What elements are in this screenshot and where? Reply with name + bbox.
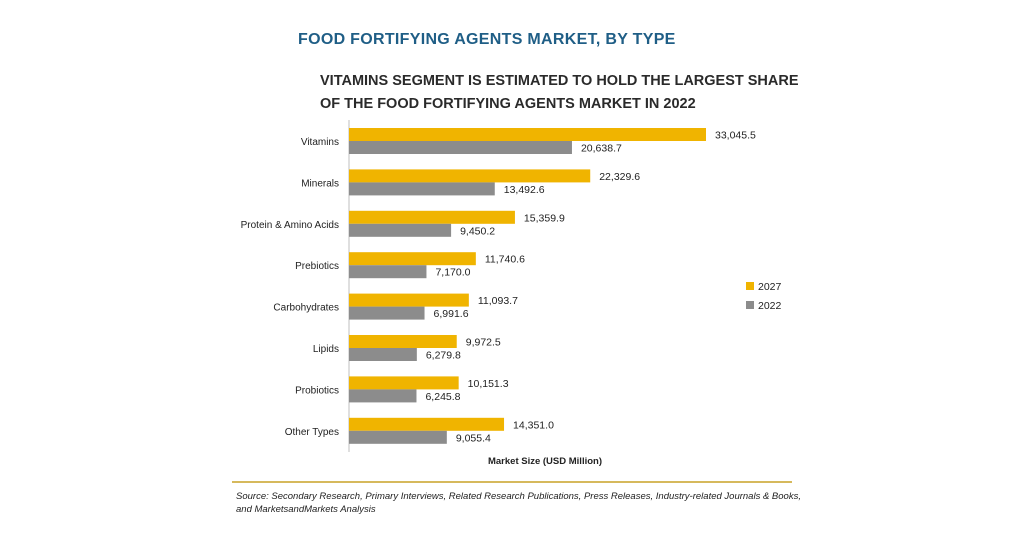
data-label-2022-probiotics: 6,245.8 <box>425 391 460 403</box>
data-label-2027-probiotics: 10,151.3 <box>468 378 509 390</box>
data-label-2027-lipids: 9,972.5 <box>466 337 501 349</box>
legend-swatch-2022 <box>746 301 754 309</box>
bar-2022-prebiotics <box>349 265 427 279</box>
bar-2022-carbohydrates <box>349 306 425 320</box>
data-label-2022-lipids: 6,279.8 <box>426 350 461 362</box>
bar-2027-minerals <box>349 169 591 183</box>
data-label-2022-carbohydrates: 6,991.6 <box>434 308 469 320</box>
data-label-2027-minerals: 22,329.6 <box>599 171 640 183</box>
legend-label-2022: 2022 <box>758 300 782 312</box>
bar-2027-probiotics <box>349 376 459 390</box>
legend-label-2027: 2027 <box>758 281 782 293</box>
data-label-2022-vitamins: 20,638.7 <box>581 143 622 155</box>
bar-2022-lipids <box>349 348 417 361</box>
category-label-prebiotics: Prebiotics <box>295 261 339 272</box>
x-axis-label: Market Size (USD Million) <box>488 456 602 467</box>
bar-2022-probiotics <box>349 389 417 403</box>
bar-2022-minerals <box>349 182 495 196</box>
category-label-vitamins: Vitamins <box>301 137 339 148</box>
data-label-2027-carbohydrates: 11,093.7 <box>478 295 518 307</box>
bar-2027-protein-amino-acids <box>349 210 515 224</box>
data-label-2022-prebiotics: 7,170.0 <box>435 267 470 279</box>
chart-subtitle: VITAMINS SEGMENT IS ESTIMATED TO HOLD TH… <box>320 73 799 112</box>
bar-2027-carbohydrates <box>349 293 469 307</box>
data-label-2027-prebiotics: 11,740.6 <box>485 254 525 266</box>
data-label-2022-protein-amino-acids: 9,450.2 <box>460 225 495 237</box>
bar-2022-other-types <box>349 430 447 444</box>
category-label-protein-amino-acids: Protein & Amino Acids <box>241 220 339 231</box>
legend-swatch-2027 <box>746 282 754 290</box>
bar-2027-vitamins <box>349 128 706 141</box>
category-label-carbohydrates: Carbohydrates <box>273 303 339 314</box>
bar-2022-protein-amino-acids <box>349 223 452 237</box>
bar-2027-prebiotics <box>349 252 476 266</box>
bar-2022-vitamins <box>349 141 572 154</box>
category-label-lipids: Lipids <box>313 344 339 355</box>
data-label-2027-vitamins: 33,045.5 <box>715 130 756 142</box>
category-label-other-types: Other Types <box>285 427 339 438</box>
bar-2027-other-types <box>349 417 505 431</box>
data-label-2022-minerals: 13,492.6 <box>504 184 545 196</box>
bar-2027-lipids <box>349 335 457 348</box>
category-label-minerals: Minerals <box>301 178 339 189</box>
data-label-2022-other-types: 9,055.4 <box>456 432 491 444</box>
data-label-2027-other-types: 14,351.0 <box>513 419 554 431</box>
category-label-probiotics: Probiotics <box>295 385 339 396</box>
source-note: Source: Secondary Research, Primary Inte… <box>236 491 801 515</box>
chart-title: FOOD FORTIFYING AGENTS MARKET, BY TYPE <box>298 31 676 48</box>
data-label-2027-protein-amino-acids: 15,359.9 <box>524 212 565 224</box>
